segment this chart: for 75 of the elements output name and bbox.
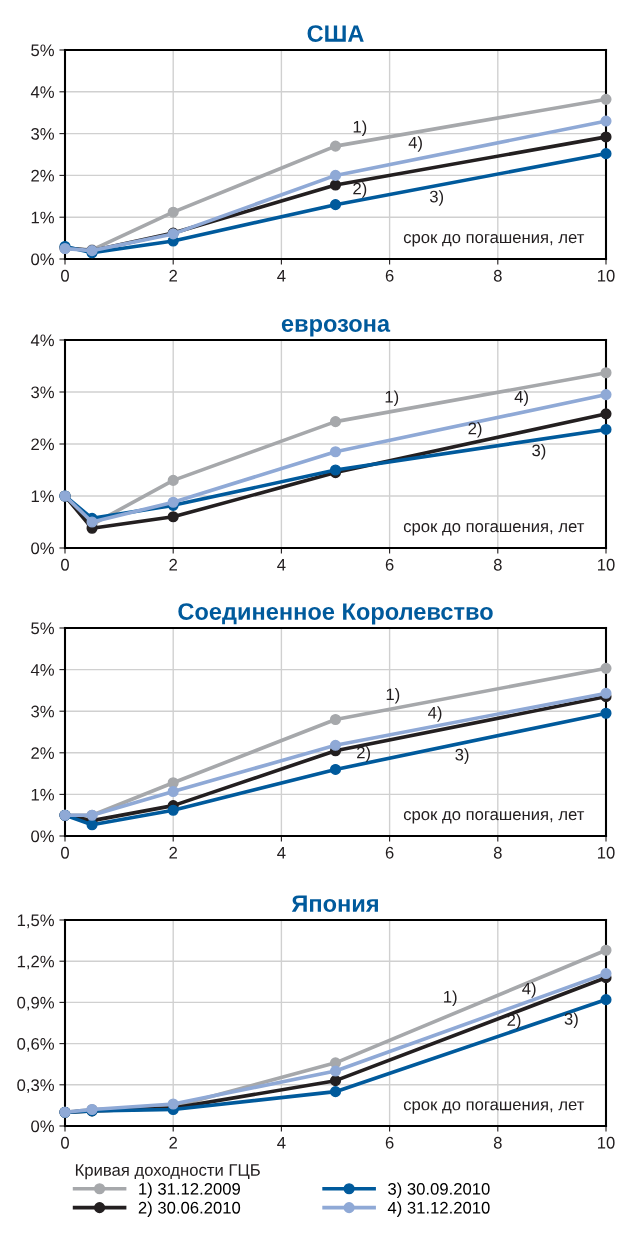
y-tick-label: 2% <box>31 438 54 451</box>
annotation: 4) <box>522 982 536 998</box>
annotation: 4) <box>428 706 442 722</box>
annotation: 1) <box>444 990 457 1007</box>
x-tick-label: 8 <box>493 269 502 282</box>
chart-title: еврозона <box>281 318 391 337</box>
legend-label: 4) 31.12.2010 <box>387 1201 490 1217</box>
y-tick-label: 0,9% <box>17 996 54 1011</box>
x-tick-label: 4 <box>277 559 286 571</box>
chart-title: Япония <box>291 895 378 912</box>
x-tick-label: 10 <box>598 558 615 571</box>
x-tick-label: 8 <box>493 558 502 571</box>
x-tick-label: 6 <box>385 846 394 859</box>
x-tick-label: 4 <box>277 1137 286 1149</box>
y-tick-label: 5% <box>31 622 54 635</box>
legend-label: 1) 31.12.2009 <box>139 1182 240 1199</box>
annotation: 3) <box>455 748 469 764</box>
legend-label: 2) 30.06.2010 <box>138 1201 241 1217</box>
x-tick-label: 10 <box>598 846 615 859</box>
y-tick-label: 0% <box>31 253 54 266</box>
y-tick-label: 2% <box>31 747 54 759</box>
annotation: 3) <box>429 190 444 206</box>
y-tick-label: 4% <box>30 86 54 98</box>
annotation: срок до погашения, лет <box>403 811 585 824</box>
annotation: 4) <box>514 390 528 406</box>
y-tick-label: 1,5% <box>17 914 54 929</box>
y-tick-label: 4% <box>30 664 54 676</box>
x-tick-label: 0 <box>61 1136 69 1149</box>
x-tick-label: 6 <box>385 269 394 282</box>
y-tick-label: 0% <box>31 542 54 555</box>
y-tick-label: 1,2% <box>17 955 54 970</box>
annotation: 2) <box>357 746 371 762</box>
annotation: 4) <box>408 136 422 152</box>
x-tick-label: 0 <box>61 846 69 859</box>
annotation: 2) <box>468 422 482 438</box>
annotation: 1) <box>386 688 400 704</box>
y-tick-label: 1% <box>31 788 54 801</box>
x-tick-label: 4 <box>277 847 286 859</box>
y-tick-label: 1% <box>31 490 54 503</box>
x-tick-label: 8 <box>493 1136 502 1149</box>
annotation: срок до погашения, лет <box>403 234 585 247</box>
y-tick-label: 0% <box>31 830 54 843</box>
x-tick-label: 0 <box>61 269 69 282</box>
chart-title: Соединенное Королевство <box>178 603 493 625</box>
x-tick-label: 4 <box>277 270 286 282</box>
y-tick-label: 0% <box>31 1120 54 1133</box>
annotation: 1) <box>385 390 399 406</box>
y-tick-label: 3% <box>31 386 54 399</box>
x-tick-label: 10 <box>598 1136 615 1149</box>
y-tick-label: 1% <box>31 211 54 224</box>
x-tick-label: 2 <box>169 558 177 571</box>
annotation: 1) <box>353 120 367 136</box>
annotation: 3) <box>532 444 546 460</box>
legend-label: 3) 30.09.2010 <box>388 1182 490 1199</box>
annotation: срок до погашения, лет <box>403 523 585 536</box>
annotation: 3) <box>564 1012 578 1029</box>
y-tick-label: 4% <box>30 334 54 347</box>
annotation: срок до погашения, лет <box>403 1101 585 1114</box>
legend-title: Кривая доходности ГЦБ <box>75 1164 260 1180</box>
y-tick-label: 5% <box>31 44 54 57</box>
x-tick-label: 2 <box>169 1136 177 1149</box>
y-tick-label: 0,6% <box>17 1038 54 1052</box>
annotation: 2) <box>353 182 367 198</box>
y-tick-label: 3% <box>31 128 54 140</box>
chart-title: США <box>307 25 364 42</box>
y-tick-label: 0,3% <box>17 1079 54 1093</box>
y-tick-label: 3% <box>31 705 54 718</box>
x-tick-label: 8 <box>493 846 502 859</box>
x-tick-label: 0 <box>61 558 69 571</box>
x-tick-label: 6 <box>385 1136 394 1149</box>
y-tick-label: 2% <box>31 169 54 182</box>
x-tick-label: 6 <box>385 558 394 571</box>
x-tick-label: 10 <box>598 269 615 282</box>
x-tick-label: 2 <box>169 846 177 859</box>
x-tick-label: 2 <box>169 269 177 282</box>
